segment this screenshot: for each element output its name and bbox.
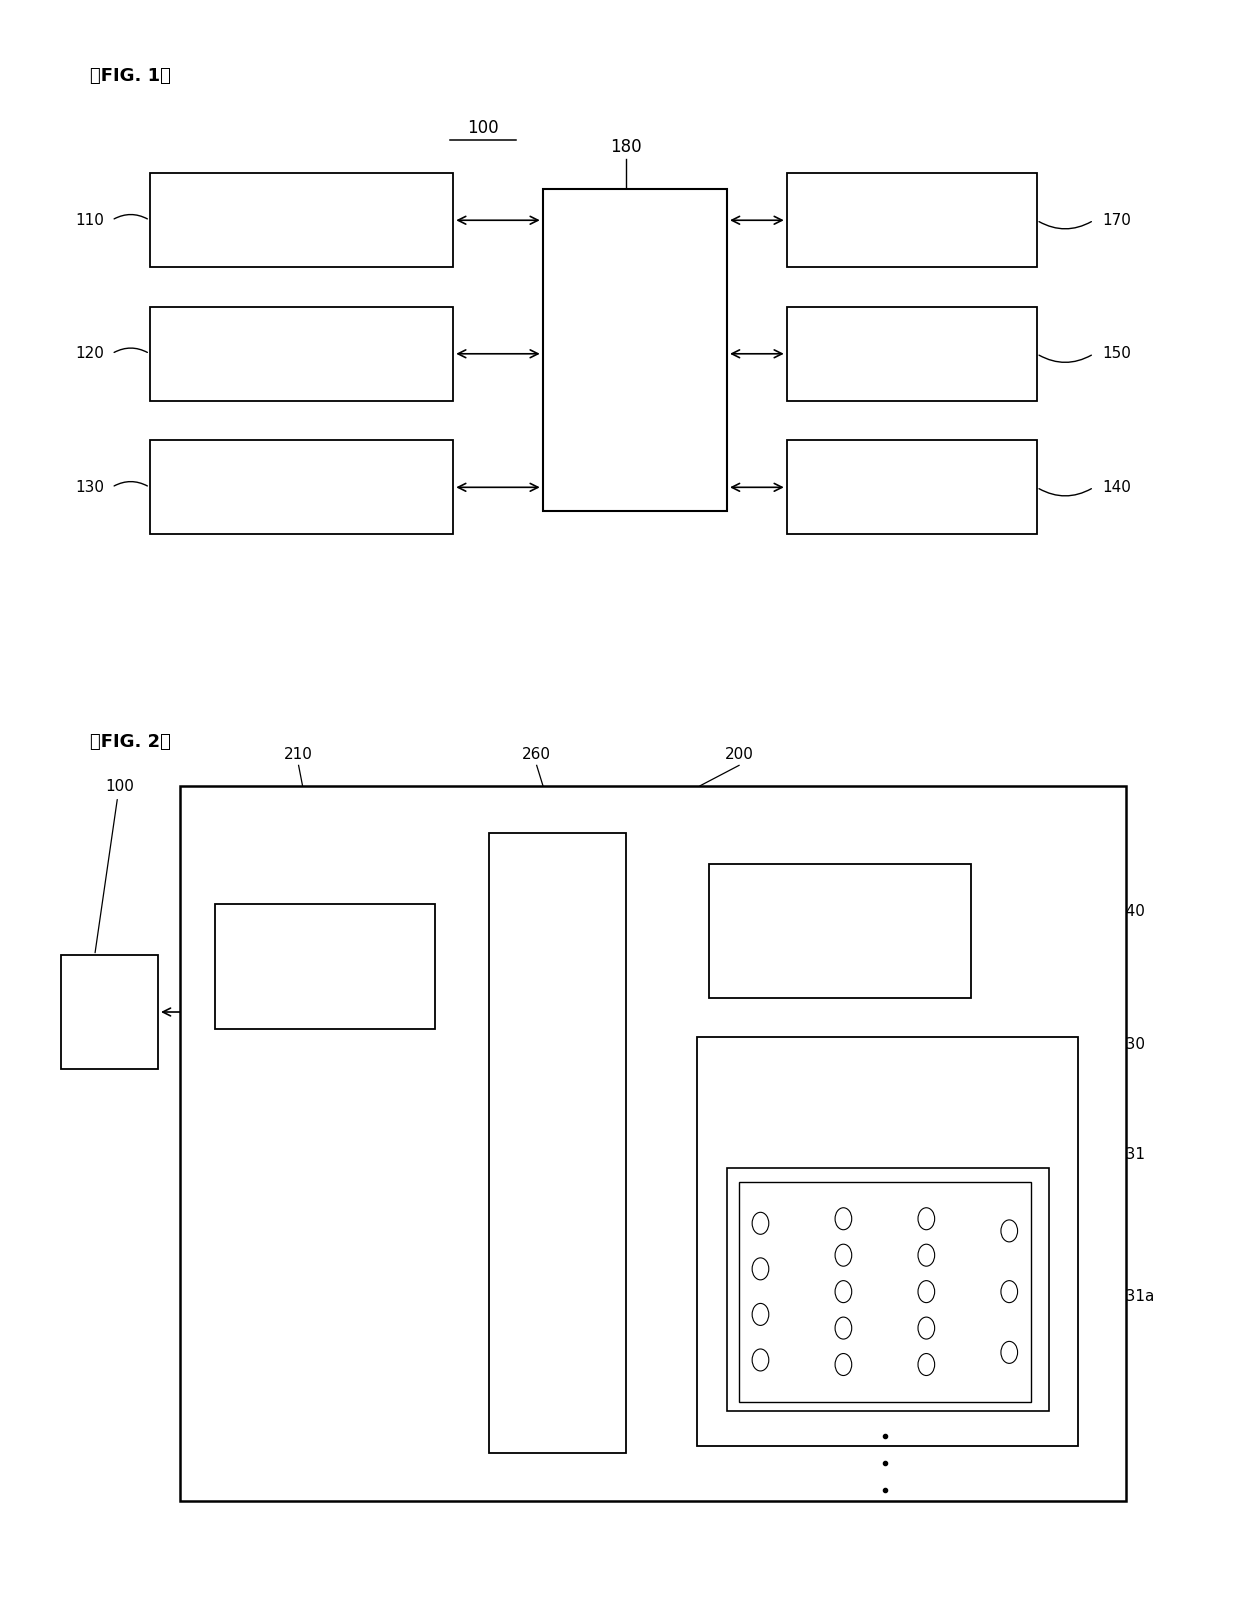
Circle shape <box>918 1353 935 1375</box>
Text: 130: 130 <box>76 479 104 495</box>
Text: Learning Processor: Learning Processor <box>229 479 374 495</box>
Bar <box>150 306 454 401</box>
Text: Output Unit: Output Unit <box>867 346 956 361</box>
Bar <box>180 785 1126 1500</box>
Circle shape <box>1001 1281 1018 1303</box>
Circle shape <box>753 1258 769 1279</box>
Text: Memory: Memory <box>857 1058 919 1072</box>
Text: Processor: Processor <box>807 939 874 954</box>
Text: Unit: Unit <box>311 975 340 989</box>
Text: 240: 240 <box>1116 904 1146 919</box>
Bar <box>489 834 626 1454</box>
Text: Unit: Unit <box>874 1239 901 1254</box>
Bar <box>150 173 454 268</box>
Bar <box>216 904 435 1029</box>
Text: 210: 210 <box>284 747 312 763</box>
Text: Sensing Unit: Sensing Unit <box>863 479 960 495</box>
Bar <box>150 441 454 534</box>
Text: 100: 100 <box>105 779 135 793</box>
Text: Processor: Processor <box>595 341 675 359</box>
Text: Memory: Memory <box>880 213 942 228</box>
Text: 260: 260 <box>522 747 551 763</box>
Bar <box>786 173 1037 268</box>
Circle shape <box>835 1244 852 1266</box>
Circle shape <box>1001 1220 1018 1242</box>
Circle shape <box>835 1207 852 1230</box>
Text: Input Unit: Input Unit <box>264 346 340 361</box>
Text: 200: 200 <box>724 747 754 763</box>
Bar <box>697 1037 1079 1446</box>
Bar <box>709 864 971 997</box>
Text: 【FIG. 2】: 【FIG. 2】 <box>91 733 171 750</box>
Circle shape <box>753 1212 769 1234</box>
Text: Device: Device <box>83 1020 135 1036</box>
Circle shape <box>835 1353 852 1375</box>
Text: 100: 100 <box>467 119 498 136</box>
Text: Communication Unit: Communication Unit <box>223 213 379 228</box>
Circle shape <box>835 1281 852 1303</box>
Circle shape <box>753 1303 769 1326</box>
Text: 180: 180 <box>610 138 642 155</box>
Bar <box>727 1167 1049 1411</box>
Text: Model Storage: Model Storage <box>837 1199 939 1213</box>
Text: 230: 230 <box>1116 1037 1146 1053</box>
Circle shape <box>918 1207 935 1230</box>
Circle shape <box>753 1350 769 1371</box>
Bar <box>543 189 727 511</box>
Text: 110: 110 <box>76 213 104 228</box>
Text: 170: 170 <box>1102 213 1131 228</box>
Text: 120: 120 <box>76 346 104 361</box>
Text: 【FIG. 1】: 【FIG. 1】 <box>91 67 171 85</box>
Text: 150: 150 <box>1102 346 1131 361</box>
Text: AI: AI <box>102 989 117 1003</box>
Bar <box>786 441 1037 534</box>
Text: 231a: 231a <box>1116 1289 1154 1303</box>
Circle shape <box>918 1281 935 1303</box>
Bar <box>739 1181 1030 1401</box>
Text: Communication: Communication <box>270 944 381 957</box>
Bar <box>786 306 1037 401</box>
Circle shape <box>1001 1342 1018 1364</box>
Bar <box>61 955 159 1069</box>
Text: 231: 231 <box>1116 1148 1146 1162</box>
Circle shape <box>918 1318 935 1339</box>
Circle shape <box>918 1244 935 1266</box>
Circle shape <box>835 1318 852 1339</box>
Text: 140: 140 <box>1102 479 1131 495</box>
Text: Processor: Processor <box>521 1135 594 1151</box>
Text: Learning: Learning <box>810 909 870 922</box>
